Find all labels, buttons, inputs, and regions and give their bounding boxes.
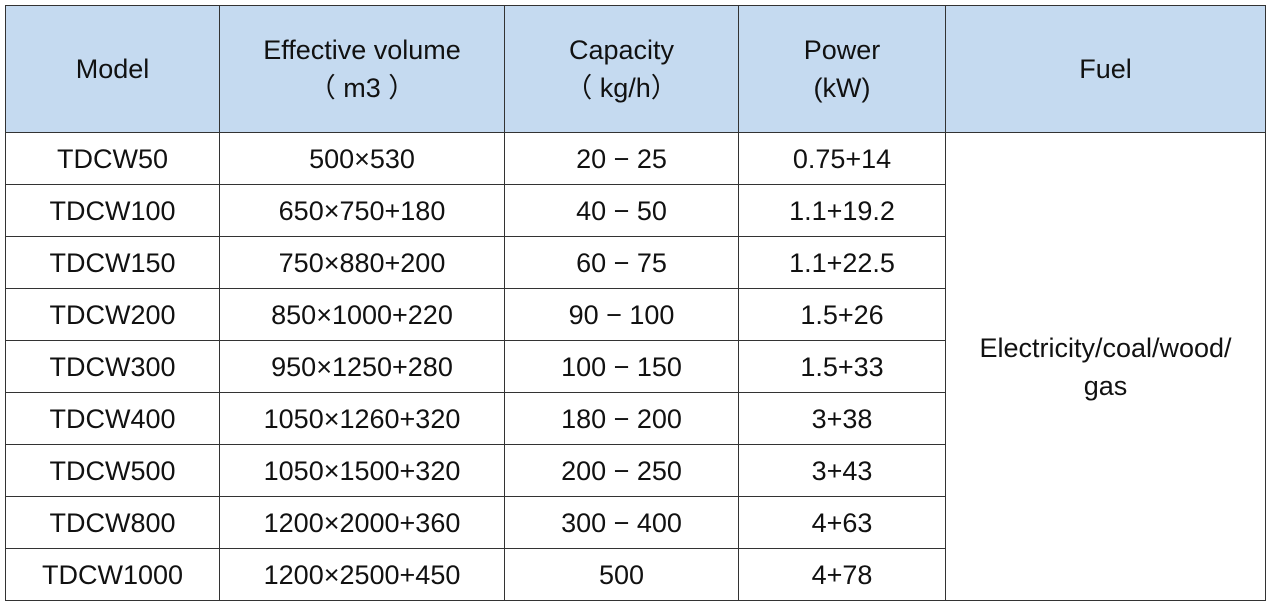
cell-line: Electricity/coal/wood/ — [979, 332, 1232, 363]
table-cell: TDCW150 — [5, 236, 220, 289]
table-row: TDCW200 850×1000+220 90 − 100 1.5+26 — [5, 288, 1266, 341]
table-cell: 3+43 — [738, 444, 946, 497]
table-cell: TDCW200 — [5, 288, 220, 341]
table-cell: 100 − 150 — [504, 340, 739, 393]
header-cell: Effective volume （ m3 ） — [219, 5, 505, 133]
fuel-cell: Electricity/coal/wood/gas — [945, 132, 1266, 601]
table-cell: TDCW800 — [5, 496, 220, 549]
table-cell: TDCW50 — [5, 132, 220, 185]
table-cell: 500×530 — [219, 132, 505, 185]
table-header: Model Effective volume （ m3 ） Capacity （ kg/… — [5, 5, 1266, 133]
table-cell: 3+38 — [738, 392, 946, 445]
table-cell: TDCW1000 — [5, 548, 220, 601]
table-cell: 90 − 100 — [504, 288, 739, 341]
table-cell: 180 − 200 — [504, 392, 739, 445]
table-row: TDCW800 1200×2000+360 300 − 400 4+63 — [5, 496, 1266, 549]
cell-line: Model — [75, 54, 150, 84]
cell-line: （ kg/h） — [565, 73, 678, 103]
table-cell: TDCW400 — [5, 392, 220, 445]
table-row: TDCW500 1050×1500+320 200 − 250 3+43 — [5, 444, 1266, 497]
table-cell: 1.1+22.5 — [738, 236, 946, 289]
table-cell: 40 − 50 — [504, 184, 739, 237]
table-cell: 1.5+33 — [738, 340, 946, 393]
header-cell: Model — [5, 5, 220, 133]
table-cell: TDCW500 — [5, 444, 220, 497]
header-cell: Power (kW) — [738, 5, 946, 133]
cell-line: Power — [803, 35, 881, 65]
header-row: Model Effective volume （ m3 ） Capacity （ kg/… — [5, 5, 1266, 133]
table-cell: 750×880+200 — [219, 236, 505, 289]
table-row: TDCW1000 1200×2500+450 500 4+78 — [5, 548, 1266, 601]
table-cell: TDCW100 — [5, 184, 220, 237]
table-cell: 300 − 400 — [504, 496, 739, 549]
cell-line: （ m3 ） — [308, 73, 416, 103]
table-row: TDCW300 950×1250+280 100 − 150 1.5+33 — [5, 340, 1266, 393]
table-cell: 850×1000+220 — [219, 288, 505, 341]
cell-line: gas — [1083, 370, 1128, 401]
table-cell: 650×750+180 — [219, 184, 505, 237]
cell-line: Effective volume — [263, 35, 461, 65]
cell-line: Fuel — [1079, 54, 1132, 84]
table-cell: 1.5+26 — [738, 288, 946, 341]
table-row: TDCW400 1050×1260+320 180 − 200 3+38 — [5, 392, 1266, 445]
header-cell: Capacity （ kg/h） — [504, 5, 739, 133]
table-cell: 60 − 75 — [504, 236, 739, 289]
table-cell: 200 − 250 — [504, 444, 739, 497]
cell-line: Capacity — [568, 35, 675, 65]
table-body: TDCW50 500×530 20 − 25 0.75+14 Electricity/c… — [5, 132, 1266, 601]
table-cell: 1050×1500+320 — [219, 444, 505, 497]
table-row: TDCW50 500×530 20 − 25 0.75+14 Electricity/c… — [5, 132, 1266, 601]
table-cell: 4+63 — [738, 496, 946, 549]
table-cell: 1050×1260+320 — [219, 392, 505, 445]
cell-line: (kW) — [813, 73, 871, 103]
table-cell: 1200×2000+360 — [219, 496, 505, 549]
table-cell: 500 — [504, 548, 739, 601]
table-cell: 1200×2500+450 — [219, 548, 505, 601]
header-cell: Fuel — [945, 5, 1266, 133]
table-cell: 0.75+14 — [738, 132, 946, 185]
table-cell: 4+78 — [738, 548, 946, 601]
table-cell: 950×1250+280 — [219, 340, 505, 393]
table-cell: TDCW300 — [5, 340, 220, 393]
spec-table: Model Effective volume （ m3 ） Capacity （ kg/… — [5, 5, 1266, 601]
table-cell: 1.1+19.2 — [738, 184, 946, 237]
table-cell: 20 − 25 — [504, 132, 739, 185]
